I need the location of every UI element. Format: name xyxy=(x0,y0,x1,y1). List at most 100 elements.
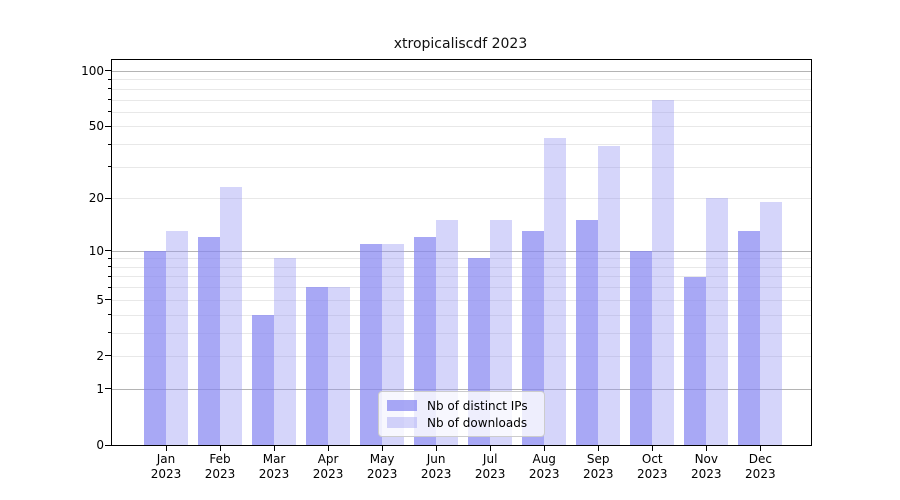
x-axis-tick xyxy=(543,446,545,451)
grid-line-minor xyxy=(112,258,811,260)
grid-line-minor xyxy=(112,99,811,101)
x-axis-tick xyxy=(381,446,383,451)
grid-line-minor xyxy=(112,299,811,301)
x-label-year: 2023 xyxy=(582,467,614,481)
bar-distinct-ips-nov xyxy=(684,276,707,445)
x-label-year: 2023 xyxy=(528,467,560,481)
legend-entry-distinct-ips: Nb of distinct IPs xyxy=(387,398,536,413)
grid-line-major xyxy=(112,70,811,72)
y-axis-tick-label: 20 xyxy=(88,191,104,206)
bar-downloads-jun xyxy=(436,220,459,445)
y-axis-tick-label: 0 xyxy=(96,438,104,452)
x-axis-tick xyxy=(165,446,167,451)
legend: Nb of distinct IPs Nb of downloads xyxy=(378,391,545,437)
y-axis-minor-tick xyxy=(108,355,111,357)
x-label-month: May xyxy=(369,452,395,466)
x-label-month: Sep xyxy=(586,452,610,466)
x-label-month: Jan xyxy=(156,452,176,466)
legend-swatch-downloads xyxy=(387,417,417,428)
x-label-year: 2023 xyxy=(691,467,722,481)
x-axis-tick xyxy=(489,446,491,451)
y-axis-minor-tick xyxy=(108,111,111,113)
bar-downloads-dec xyxy=(760,202,783,445)
x-label-month: Jun xyxy=(426,452,446,466)
x-axis-tick-label: May 2023 xyxy=(356,452,408,482)
bar-downloads-jul xyxy=(490,220,513,445)
x-label-year: 2023 xyxy=(258,467,290,481)
y-axis-minor-tick xyxy=(108,99,111,101)
bar-distinct-ips-oct xyxy=(630,250,653,445)
grid-line-minor xyxy=(112,198,811,200)
x-axis-tick xyxy=(327,446,329,451)
y-axis-minor-tick xyxy=(108,266,111,268)
x-axis-tick-label: Apr 2023 xyxy=(302,452,354,482)
grid-line-minor xyxy=(112,111,811,113)
y-axis-tick xyxy=(105,444,111,446)
x-axis-tick xyxy=(651,446,653,451)
x-label-month: Jul xyxy=(482,452,498,466)
grid-line-minor xyxy=(112,332,811,334)
bar-distinct-ips-apr xyxy=(306,287,329,445)
y-axis-tick xyxy=(105,70,111,72)
x-axis-tick xyxy=(435,446,437,451)
x-label-year: 2023 xyxy=(150,467,182,481)
x-axis-tick-label: Feb 2023 xyxy=(194,452,246,482)
grid-line-minor xyxy=(112,126,811,128)
x-axis-tick-label: Nov 2023 xyxy=(680,452,732,482)
grid-line-minor xyxy=(112,88,811,90)
bar-downloads-oct xyxy=(652,99,675,445)
legend-entry-downloads: Nb of downloads xyxy=(387,415,536,430)
grid-line-major xyxy=(112,388,811,390)
y-axis-minor-tick xyxy=(108,299,111,301)
x-axis-tick-label: Aug 2023 xyxy=(518,452,570,482)
x-label-month: Feb xyxy=(209,452,231,466)
x-label-year: 2023 xyxy=(474,467,506,481)
bar-distinct-ips-feb xyxy=(198,237,221,445)
y-axis-minor-tick xyxy=(108,125,111,127)
x-axis-tick-label: Jun 2023 xyxy=(410,452,462,482)
x-axis-tick-label: Oct 2023 xyxy=(626,452,678,482)
y-axis-minor-tick xyxy=(108,332,111,334)
x-label-month: Oct xyxy=(641,452,663,466)
y-axis-tick xyxy=(105,388,111,390)
bar-distinct-ips-may xyxy=(360,243,383,445)
x-axis-tick-label: Mar 2023 xyxy=(248,452,300,482)
x-label-year: 2023 xyxy=(636,467,668,481)
x-label-month: Aug xyxy=(532,452,556,466)
y-axis-minor-tick xyxy=(108,286,111,288)
grid-line-minor xyxy=(112,355,811,357)
x-label-month: Dec xyxy=(748,452,772,466)
grid-line-minor xyxy=(112,166,811,168)
bar-downloads-aug xyxy=(544,138,567,445)
legend-swatch-distinct-ips xyxy=(387,400,417,411)
bar-distinct-ips-jan xyxy=(144,250,166,445)
grid-line-minor xyxy=(112,276,811,278)
x-axis-tick xyxy=(273,446,275,451)
x-axis-tick xyxy=(597,446,599,451)
y-axis-tick-label: 1 xyxy=(96,381,104,396)
x-label-year: 2023 xyxy=(204,467,236,481)
x-axis-tick-label: Dec 2023 xyxy=(734,452,786,482)
grid-line-minor xyxy=(112,314,811,316)
y-axis-tick-label: 50 xyxy=(88,119,104,134)
y-axis-minor-tick xyxy=(108,166,111,168)
bar-distinct-ips-sep xyxy=(576,220,599,445)
y-axis-tick-label: 10 xyxy=(88,243,104,258)
x-axis-tick xyxy=(759,446,761,451)
bar-downloads-apr xyxy=(328,287,351,445)
bar-distinct-ips-dec xyxy=(738,231,761,445)
x-axis-tick xyxy=(705,446,707,451)
grid-line-minor xyxy=(112,266,811,268)
x-label-year: 2023 xyxy=(312,467,344,481)
x-label-month: Mar xyxy=(262,452,286,466)
plot-area: 0 1 2 5 10 20 50 100 Jan 2023 Feb 2023 Mar 2023 Apr 202… xyxy=(81,59,812,481)
y-axis-tick xyxy=(105,250,111,252)
x-axis-tick xyxy=(219,446,221,451)
x-label-month: Nov xyxy=(694,452,718,466)
legend-label-downloads: Nb of downloads xyxy=(427,415,528,430)
grid-line-minor xyxy=(112,144,811,146)
y-axis-minor-tick xyxy=(108,275,111,277)
bar-downloads-feb xyxy=(220,187,243,445)
bar-distinct-ips-mar xyxy=(252,314,275,445)
